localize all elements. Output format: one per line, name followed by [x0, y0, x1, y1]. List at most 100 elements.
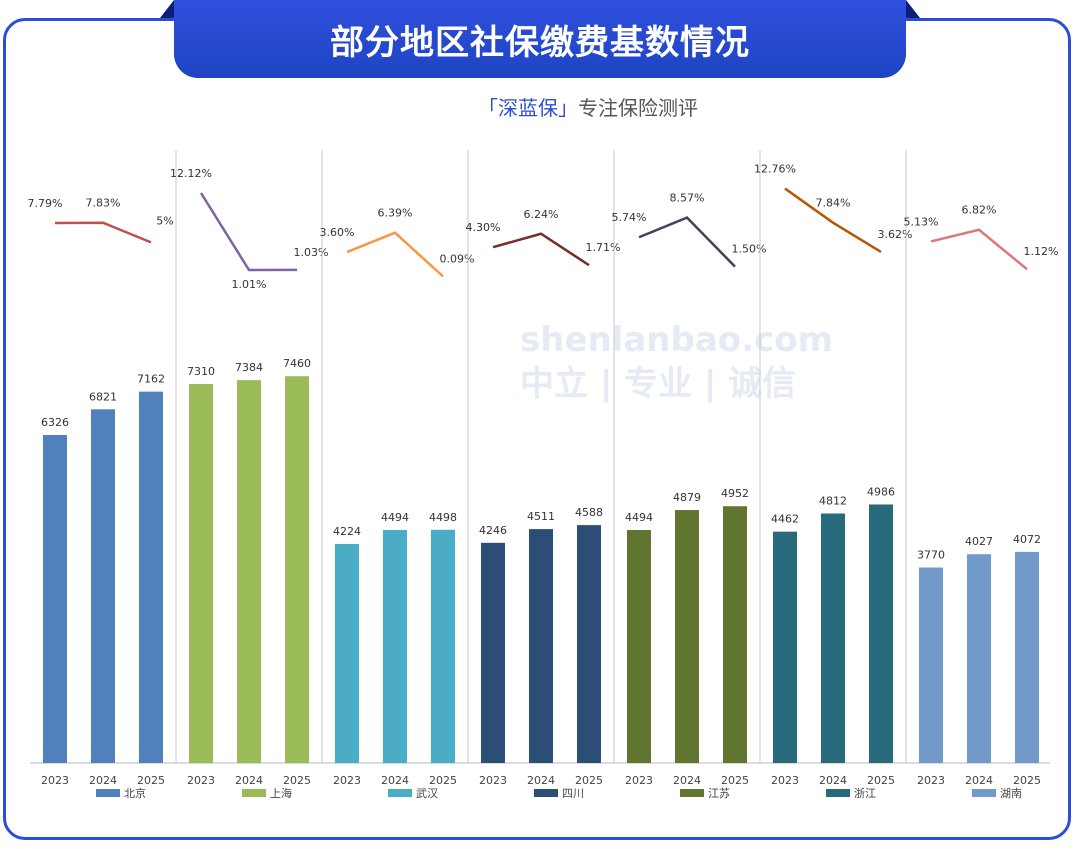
bar-浙江-2025: [869, 504, 893, 763]
legend-label-上海: 上海: [270, 786, 292, 800]
subtitle: 「深蓝保」专注保险测评: [478, 92, 698, 121]
growth-label: 1.01%: [232, 278, 267, 291]
bar-四川-2024: [529, 529, 553, 763]
growth-label: 7.84%: [816, 197, 851, 210]
bar-value-label: 4027: [965, 535, 993, 548]
bar-value-label: 4498: [429, 511, 457, 524]
subtitle-brand: 「深蓝保」: [478, 96, 578, 120]
bar-浙江-2023: [773, 531, 797, 763]
x-tick-label: 2024: [89, 774, 117, 787]
growth-line-上海: [199, 192, 298, 272]
growth-label: 5.74%: [612, 211, 647, 224]
bar-value-label: 4879: [673, 491, 701, 504]
growth-label: 6.39%: [378, 207, 413, 220]
legend-swatch: [388, 789, 412, 797]
x-tick-label: 2023: [187, 774, 215, 787]
x-tick-label: 2025: [429, 774, 457, 787]
x-tick-label: 2025: [867, 774, 895, 787]
x-tick-label: 2024: [965, 774, 993, 787]
bar-value-label: 6326: [41, 416, 69, 429]
x-tick-label: 2023: [479, 774, 507, 787]
banner-ear: [160, 0, 174, 18]
x-tick-label: 2023: [771, 774, 799, 787]
bar-value-label: 4812: [819, 494, 847, 507]
subtitle-text: 专注保险测评: [578, 96, 698, 120]
bar-四川-2023: [481, 542, 505, 763]
bar-北京-2023: [43, 434, 67, 763]
growth-line-武汉: [346, 231, 444, 278]
x-tick-label: 2023: [625, 774, 653, 787]
bar-武汉-2025: [431, 529, 455, 763]
bar-value-label: 4246: [479, 524, 507, 537]
growth-label: 6.24%: [524, 208, 559, 221]
legend-label-浙江: 浙江: [854, 787, 876, 800]
x-tick-label: 2024: [673, 774, 701, 787]
bar-value-label: 4952: [721, 487, 749, 500]
growth-label: 6.82%: [962, 204, 997, 217]
bar-value-label: 4072: [1013, 533, 1041, 546]
bar-武汉-2023: [335, 543, 359, 763]
bar-江苏-2023: [627, 529, 651, 763]
bar-北京-2024: [91, 409, 115, 763]
bar-上海-2024: [237, 380, 261, 763]
watermark: shenlanbao.com 中立 | 专业 | 诚信: [520, 318, 833, 406]
legend-label-湖南: 湖南: [1000, 787, 1022, 800]
bar-value-label: 7162: [137, 373, 165, 386]
bar-江苏-2025: [723, 506, 747, 763]
legend-swatch: [534, 789, 558, 797]
x-tick-label: 2024: [235, 774, 263, 787]
watermark-url: shenlanbao.com: [520, 320, 834, 360]
x-tick-label: 2025: [137, 774, 165, 787]
growth-label: 3.62%: [878, 228, 913, 241]
bar-value-label: 4511: [527, 510, 555, 523]
growth-line-北京: [54, 221, 152, 244]
growth-label: 0.09%: [440, 252, 475, 265]
banner-ear: [906, 0, 920, 18]
page-title: 部分地区社保缴费基数情况: [174, 0, 906, 78]
x-tick-label: 2023: [917, 774, 945, 787]
x-tick-label: 2025: [1013, 774, 1041, 787]
legend-label-北京: 北京: [124, 786, 146, 800]
x-tick-label: 2023: [41, 774, 69, 787]
legend-swatch: [680, 789, 704, 797]
growth-label: 8.57%: [670, 192, 705, 205]
growth-label: 7.83%: [86, 197, 121, 210]
growth-label: 5%: [156, 214, 173, 227]
growth-line-湖南: [930, 228, 1028, 271]
x-tick-label: 2025: [575, 774, 603, 787]
growth-line-浙江: [784, 187, 882, 253]
legend-swatch: [826, 789, 850, 797]
legend-swatch: [972, 789, 996, 797]
growth-line-四川: [492, 232, 590, 267]
bar-value-label: 4494: [625, 511, 653, 524]
growth-line-江苏: [638, 216, 736, 268]
bar-武汉-2024: [383, 529, 407, 763]
bar-value-label: 7310: [187, 365, 215, 378]
x-tick-label: 2025: [721, 774, 749, 787]
bar-北京-2025: [139, 391, 163, 763]
bar-value-label: 7384: [235, 361, 263, 374]
bar-湖南-2024: [967, 554, 991, 763]
bar-value-label: 4462: [771, 513, 799, 526]
legend-label-四川: 四川: [562, 787, 584, 800]
watermark-slogan: 中立 | 专业 | 诚信: [520, 364, 797, 404]
bar-湖南-2025: [1015, 551, 1039, 763]
bar-value-label: 6821: [89, 390, 117, 403]
x-tick-label: 2025: [283, 774, 311, 787]
growth-label: 1.71%: [586, 241, 621, 254]
x-tick-label: 2023: [333, 774, 361, 787]
bar-上海-2025: [285, 376, 309, 763]
bar-value-label: 4494: [381, 511, 409, 524]
bar-四川-2025: [577, 525, 601, 763]
legend-swatch: [96, 789, 120, 797]
bar-value-label: 4588: [575, 506, 603, 519]
growth-label: 3.60%: [320, 226, 355, 239]
bar-value-label: 4986: [867, 485, 895, 498]
legend-label-江苏: 江苏: [708, 787, 730, 800]
growth-label: 1.50%: [732, 243, 767, 256]
growth-label: 5.13%: [904, 215, 939, 228]
bar-江苏-2024: [675, 510, 699, 763]
x-tick-label: 2024: [527, 774, 555, 787]
bar-湖南-2023: [919, 567, 943, 763]
growth-label: 12.12%: [170, 167, 212, 180]
